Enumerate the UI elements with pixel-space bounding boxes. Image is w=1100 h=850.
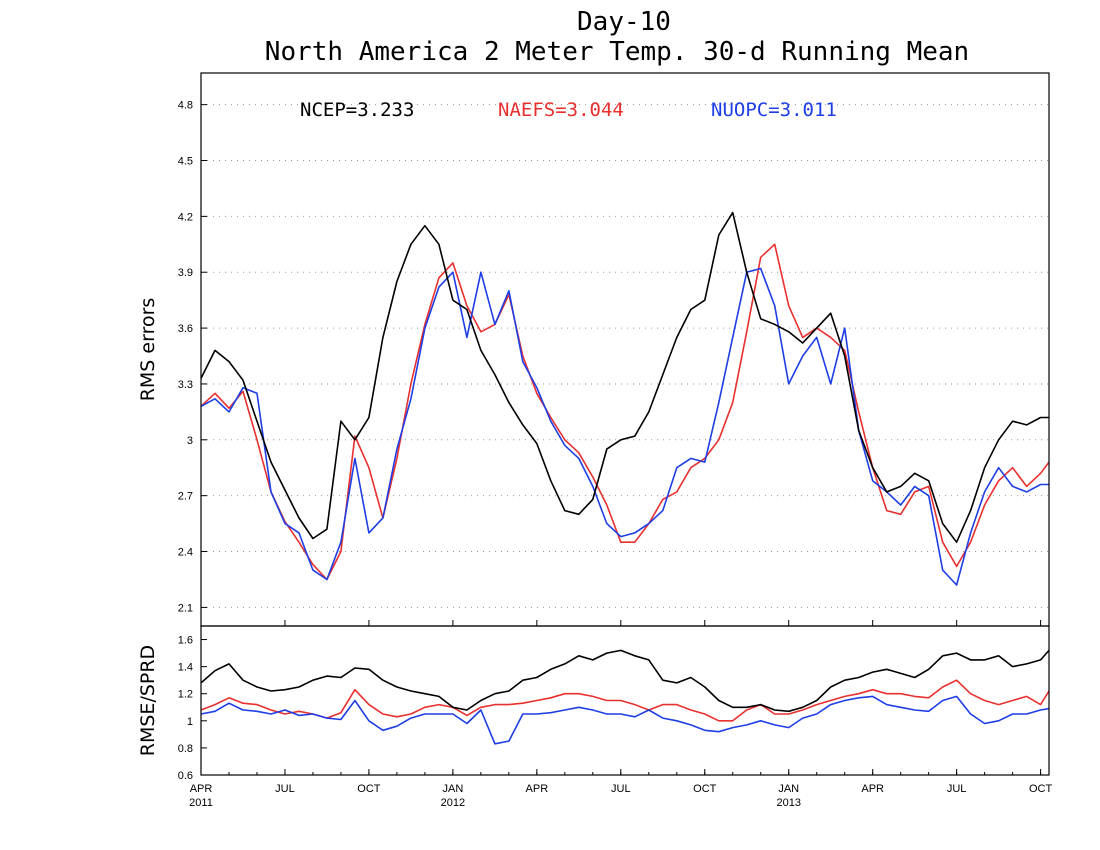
rms-ytick-label: 4.8 (178, 100, 193, 112)
ratio-ytick-label: 1.4 (178, 662, 193, 674)
ratio-ytick-label: 1.6 (178, 635, 193, 647)
rms-series-ncep (200, 211, 1049, 544)
legend-naefs: NAEFS=3.044 (498, 99, 624, 121)
rms-ytick-label: 4.2 (178, 211, 193, 223)
rms-ylabel: RMS errors (137, 298, 159, 402)
xtick-label: APR (190, 783, 213, 795)
rms-series-nuopc (200, 267, 1049, 586)
rms-series-naefs (200, 243, 1050, 581)
xtick-label: JUL (947, 783, 967, 795)
rms-ytick-label: 3 (187, 435, 193, 447)
ratio-ytick-label: 0.8 (178, 743, 193, 755)
ratio-series-nuopc (200, 695, 1050, 745)
rms-frame (200, 72, 1050, 627)
rms-ytick-label: 2.7 (178, 491, 193, 503)
rms-ytick-label: 3.9 (178, 267, 193, 279)
rmse-sprd-panel: 0.6 0.8 1 1.2 1.4 1.6 RMSE/SPRD (137, 625, 1050, 782)
xtick-year: 2011 (189, 797, 213, 809)
xtick-label: JAN (778, 783, 799, 795)
xtick-year: 2012 (441, 797, 465, 809)
ratio-frame (200, 625, 1050, 776)
rms-ytick-label: 2.1 (178, 602, 193, 614)
rms-ytick-label: 3.6 (178, 323, 193, 335)
ratio-ytick-label: 0.6 (178, 770, 193, 782)
chart-title: Day-10 (577, 7, 671, 37)
xtick-label: JUL (611, 783, 631, 795)
xtick-label: OCT (693, 783, 717, 795)
rms-ytick-label: 2.4 (178, 547, 193, 559)
legend-nuopc: NUOPC=3.011 (711, 99, 837, 121)
chart-subtitle: North America 2 Meter Temp. 30-d Running… (265, 37, 969, 67)
ratio-ylabel: RMSE/SPRD (137, 645, 159, 756)
rms-errors-panel: 2.1 2.4 2.7 3 3.3 3.6 3.9 4.2 4.5 4.8 RMS errors (137, 72, 1050, 627)
xtick-label: APR (861, 783, 884, 795)
xtick-label: JUL (275, 783, 295, 795)
x-axis: APR 2011 JUL OCT JAN 2012 APR JUL OCT JAN 2013 APR J… (189, 620, 1052, 809)
xtick-label: OCT (357, 783, 381, 795)
ratio-ytick-label: 1 (187, 716, 193, 728)
ratio-series-naefs (200, 679, 1050, 722)
legend-ncep: NCEP=3.233 (300, 99, 414, 121)
xtick-year: 2013 (776, 797, 800, 809)
xtick-label: OCT (1029, 783, 1053, 795)
rms-ytick-label: 3.3 (178, 379, 193, 391)
ratio-series-ncep (200, 649, 1050, 713)
ratio-ytick-label: 1.2 (178, 689, 193, 701)
xtick-label: APR (526, 783, 549, 795)
rms-ytick-label: 4.5 (178, 156, 193, 168)
xtick-label: JAN (442, 783, 463, 795)
